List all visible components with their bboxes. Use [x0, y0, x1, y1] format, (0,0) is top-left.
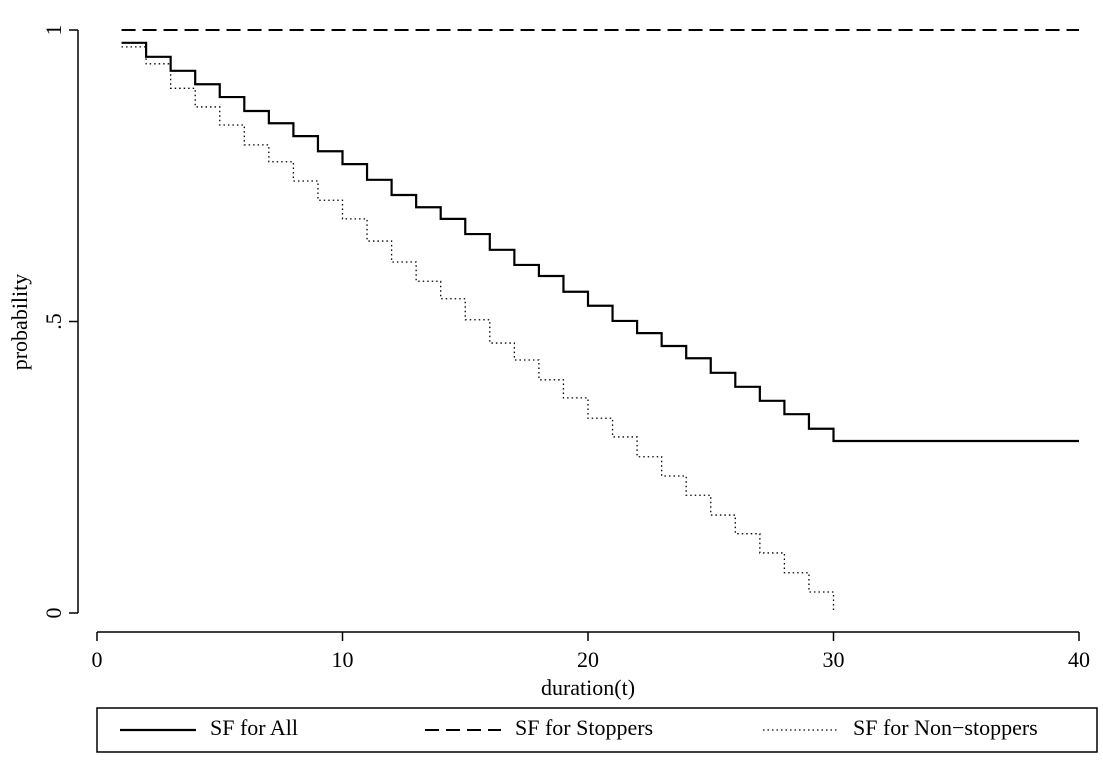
- legend-label: SF for Stoppers: [515, 715, 653, 740]
- legend-label: SF for All: [210, 715, 298, 740]
- x-tick-label: 20: [577, 647, 599, 672]
- legend-box: [96, 707, 1098, 753]
- x-tick-label: 10: [332, 647, 354, 672]
- legend-label: SF for Non−stoppers: [853, 715, 1038, 740]
- step-line: [121, 46, 835, 613]
- y-tick-label: 0: [41, 608, 66, 619]
- x-tick-label: 40: [1068, 647, 1090, 672]
- x-axis-label: duration(t): [541, 675, 635, 700]
- y-axis-label: probability: [7, 274, 32, 371]
- x-tick-label: 30: [823, 647, 845, 672]
- x-tick-label: 0: [92, 647, 103, 672]
- step-line: [121, 41, 1079, 443]
- y-tick-label: .5: [41, 313, 66, 330]
- y-tick-label: 1: [41, 25, 66, 36]
